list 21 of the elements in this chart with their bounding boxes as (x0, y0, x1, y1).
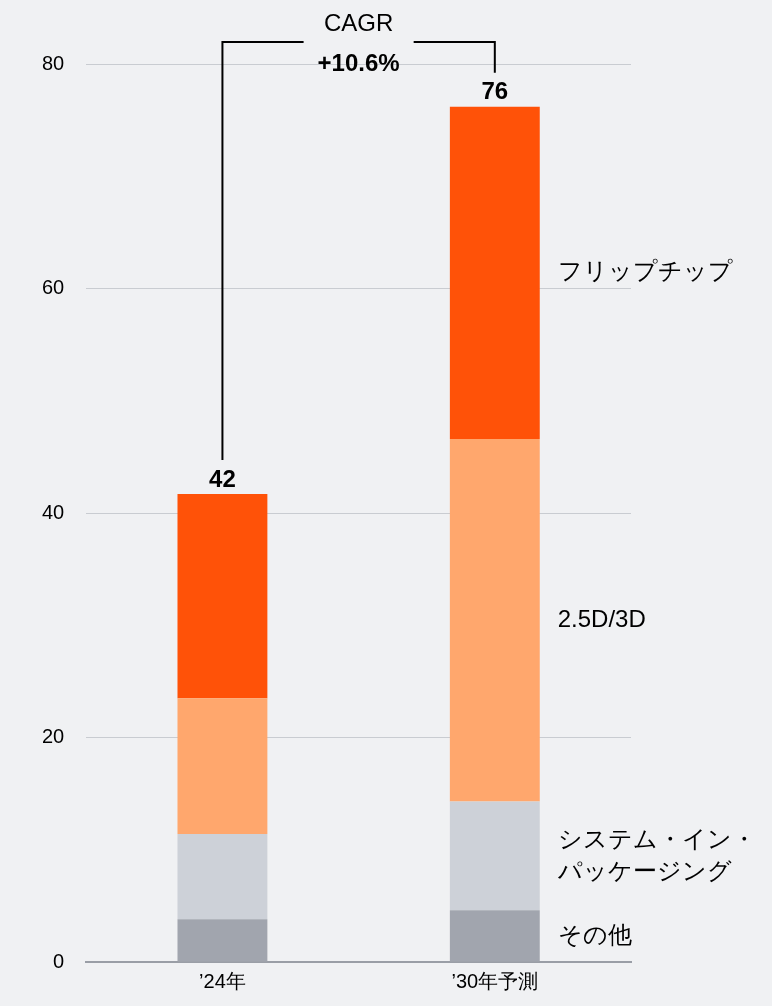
total-label: 76 (481, 77, 509, 105)
bar (449, 106, 540, 439)
x-tick-label: ’24年 (199, 969, 246, 992)
series-label: その他 (557, 920, 632, 948)
annotation: +10.6% (317, 48, 400, 76)
y-tick-label: 20 (42, 725, 65, 748)
series-label: フリップチップ (557, 257, 733, 285)
total-label: 42 (209, 464, 236, 492)
y-tick-label: 0 (53, 949, 65, 972)
bar (449, 801, 540, 911)
bar (177, 493, 268, 699)
y-tick-label: 80 (42, 51, 65, 74)
bar (177, 834, 268, 920)
series-label: システム・イン・パッケージング (556, 824, 756, 884)
y-tick-label: 40 (42, 500, 65, 523)
series-label: 2.5D/3D (557, 604, 646, 632)
bar (449, 438, 540, 802)
x-tick-label: ’30年予測 (451, 969, 539, 992)
text: CAGR (323, 8, 394, 36)
y-tick-label: 60 (42, 276, 65, 299)
bar (177, 698, 268, 835)
